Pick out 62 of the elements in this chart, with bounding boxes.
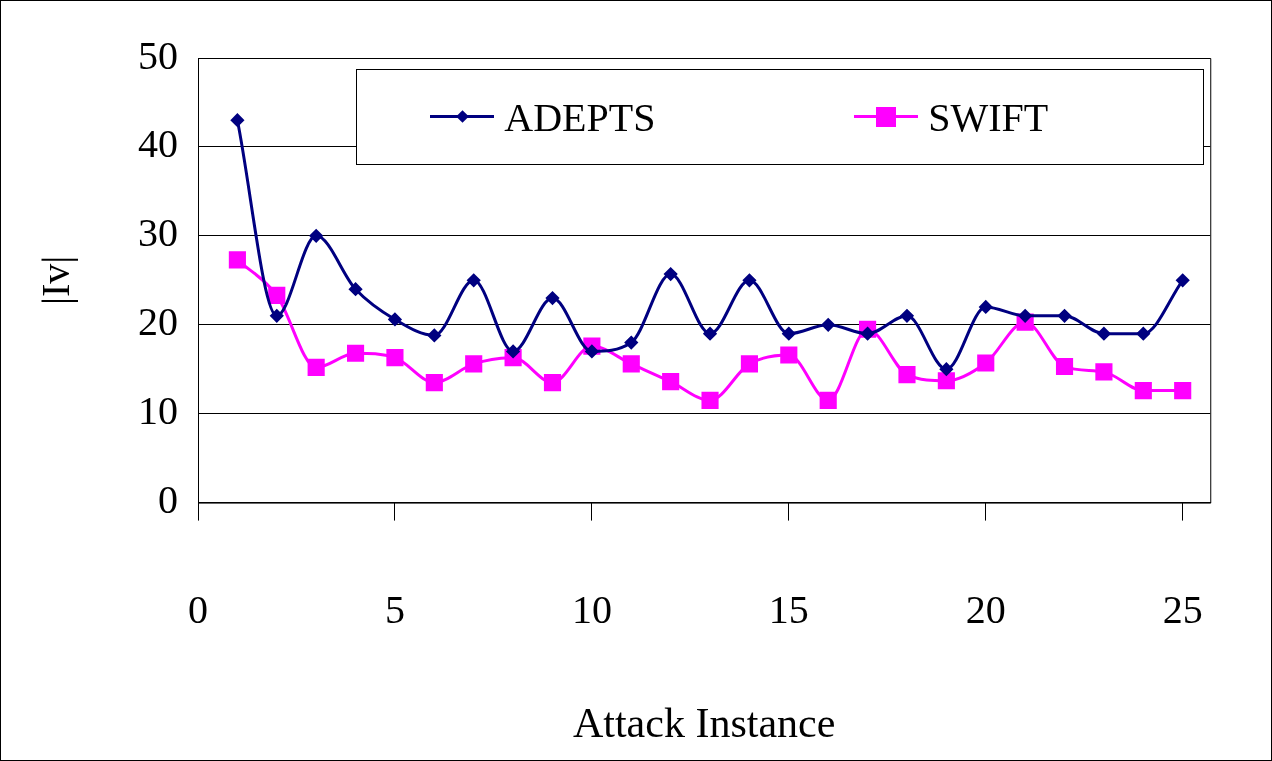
point: [465, 355, 483, 373]
point: [230, 113, 244, 127]
point: [898, 365, 916, 384]
x-tick-label: 20: [965, 587, 1006, 633]
point: [861, 327, 875, 341]
point: [309, 229, 323, 243]
point: [388, 312, 402, 326]
point: [467, 273, 481, 287]
x-axis-title: Attack Instance: [572, 699, 836, 746]
y-tick-label: 40: [138, 121, 178, 167]
y-tick-label: 20: [138, 299, 178, 345]
point: [701, 391, 719, 409]
point: [662, 373, 680, 391]
point: [1174, 381, 1192, 400]
legend-label: SWIFT: [928, 93, 1049, 141]
point: [977, 354, 995, 372]
point: [821, 318, 835, 332]
point: [349, 282, 363, 296]
y-tick-label: 30: [138, 210, 178, 256]
point: [979, 300, 993, 314]
point: [740, 355, 758, 373]
x-tick-label: 25: [1162, 587, 1203, 633]
x-tick-label: 10: [571, 587, 612, 633]
point: [900, 309, 914, 323]
point: [1136, 327, 1150, 341]
legend-label: ADEPTS: [504, 93, 656, 141]
point: [703, 327, 717, 341]
point: [427, 328, 441, 342]
x-tick-label: 0: [188, 587, 208, 633]
point: [386, 349, 404, 367]
point: [1097, 327, 1111, 341]
point: [780, 346, 798, 364]
point: [543, 373, 562, 392]
y-tick-label: 10: [138, 388, 178, 434]
point: [819, 391, 837, 409]
point: [346, 344, 365, 362]
point: [307, 358, 325, 377]
x-tick-label: 15: [768, 587, 809, 633]
point: [664, 267, 678, 281]
point: [268, 286, 286, 304]
point: [939, 362, 953, 376]
point: [1018, 309, 1032, 323]
point: [1058, 309, 1072, 323]
point: [742, 273, 756, 287]
point: [624, 336, 638, 350]
point: [1055, 357, 1074, 376]
point: [228, 251, 246, 269]
point: [545, 291, 559, 305]
x-tick-label: 5: [384, 587, 405, 633]
point: [425, 373, 443, 392]
y-tick-label: 50: [138, 32, 178, 78]
point: [782, 327, 796, 341]
point: [622, 355, 640, 373]
point: [1134, 381, 1152, 400]
point: [1176, 273, 1190, 287]
point: [506, 344, 520, 358]
point: [270, 309, 284, 323]
point: [1095, 363, 1113, 381]
y-tick-label: 0: [158, 477, 178, 523]
point: [937, 372, 955, 390]
y-axis-title: |Iv|: [32, 255, 78, 305]
point: [585, 344, 599, 358]
